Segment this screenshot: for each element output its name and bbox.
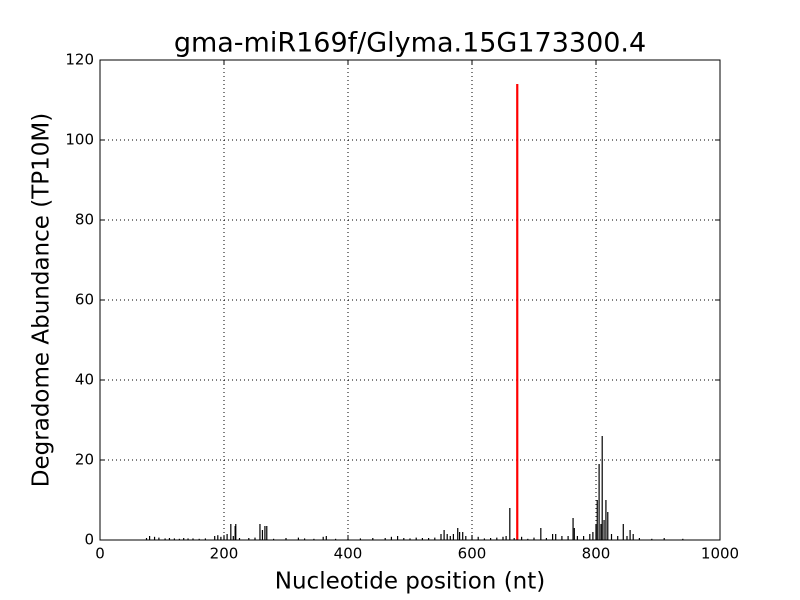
plot-frame	[99, 59, 721, 541]
y-axis-label: Degradome Abundance (TP10M)	[29, 113, 55, 487]
y-tick-label: 20	[75, 451, 94, 469]
x-tick-label: 1000	[701, 545, 739, 563]
x-tick-label: 600	[458, 545, 487, 563]
x-tick-label: 200	[210, 545, 239, 563]
y-tick-label: 80	[75, 211, 94, 229]
y-tick-label: 60	[75, 291, 94, 309]
y-tick-label: 120	[65, 51, 94, 69]
y-tick-label: 40	[75, 371, 94, 389]
x-tick-label: 400	[334, 545, 363, 563]
x-tick-label: 800	[582, 545, 611, 563]
chart-title: gma-miR169f/Glyma.15G173300.4	[174, 28, 646, 59]
x-axis-label: Nucleotide position (nt)	[275, 569, 545, 595]
x-tick-label: 0	[95, 545, 105, 563]
y-tick-label: 0	[84, 531, 94, 549]
y-tick-label: 100	[65, 131, 94, 149]
